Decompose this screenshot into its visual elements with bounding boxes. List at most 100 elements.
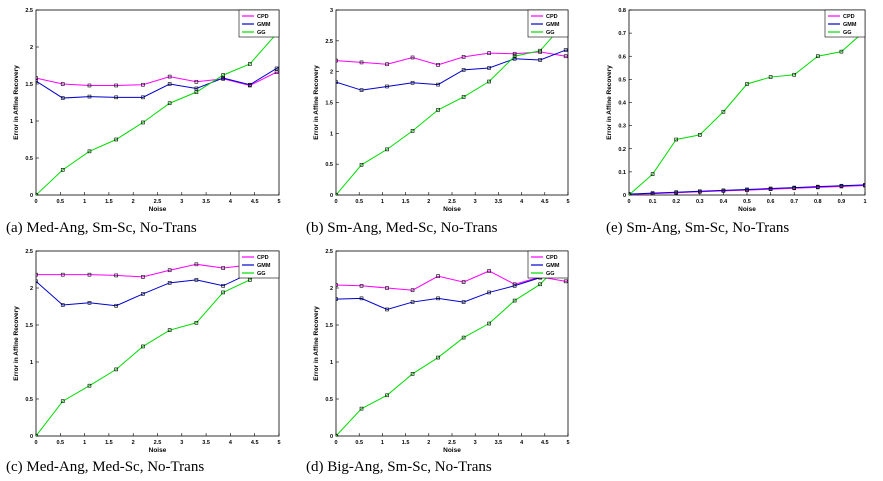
y-tick-label: 1.5: [325, 323, 333, 329]
y-tick-label: 0.5: [325, 162, 333, 168]
data-point: [302, 21, 305, 24]
data-point: [194, 79, 199, 84]
data-point: [87, 383, 92, 388]
data-point: [359, 162, 364, 167]
y-tick-label: 2.5: [325, 39, 333, 45]
data-point: [167, 328, 172, 332]
y-axis-label: Error in Affine Recovery: [313, 306, 320, 381]
legend: CPD GMM GG: [824, 9, 866, 38]
data-point: [461, 55, 466, 59]
data-point: [487, 290, 491, 295]
data-point: [194, 278, 199, 282]
data-point: [512, 51, 517, 56]
data-point: [141, 344, 145, 349]
data-point: [538, 48, 542, 53]
data-point: [194, 90, 199, 94]
y-tick-label: 0: [30, 434, 33, 440]
x-tick-label: 0: [334, 440, 337, 446]
y-tick-label: 2.5: [325, 249, 333, 255]
legend-label-gmm: GMM: [257, 22, 271, 28]
data-point: [60, 303, 65, 307]
y-tick-label: 3: [330, 8, 333, 14]
data-point: [436, 274, 440, 278]
data-point: [302, 264, 305, 267]
data-point: [36, 79, 38, 83]
x-tick-label: 1.5: [105, 199, 113, 205]
data-point: [114, 367, 118, 372]
data-point: [487, 66, 491, 70]
data-point: [487, 321, 491, 326]
x-tick-label: 0.4: [720, 199, 729, 205]
y-tick-label: 0.5: [25, 156, 33, 162]
data-point: [461, 300, 466, 304]
data-point: [436, 82, 440, 87]
data-point: [863, 183, 865, 187]
data-point: [410, 55, 415, 60]
y-tick-label: 2.5: [25, 8, 33, 14]
data-point: [302, 266, 305, 269]
series-gmm: [629, 183, 865, 195]
data-point: [461, 68, 466, 72]
data-point: [60, 96, 65, 100]
x-tick-label: 3: [474, 440, 477, 446]
x-tick-label: 5: [277, 199, 280, 205]
data-point: [512, 54, 517, 59]
legend-label-gg: GG: [257, 30, 266, 36]
data-point: [461, 95, 466, 99]
series-cpd: [336, 50, 568, 67]
data-point: [141, 95, 145, 100]
data-point: [87, 272, 92, 277]
chart-e-plot: 0 0.1 0.2 0.3 0.4 0.5 0.6 0.7 0.8 0.9 1 0 0.1 0.2 0.3 0…: [606, 8, 867, 213]
data-point: [221, 266, 225, 270]
data-point: [461, 280, 466, 284]
y-tick-label: 0: [30, 193, 33, 199]
data-point: [436, 108, 440, 112]
data-point: [721, 109, 726, 114]
data-point: [563, 279, 568, 284]
data-point: [248, 82, 252, 87]
data-point: [512, 56, 517, 61]
data-point: [87, 300, 92, 305]
x-tick-label: 4.5: [251, 440, 259, 446]
data-point: [768, 186, 773, 191]
legend-label-gmm: GMM: [546, 22, 560, 28]
y-tick-label: 2: [30, 45, 33, 51]
data-point: [385, 286, 389, 290]
x-tick-label: 2: [427, 440, 430, 446]
caption-c: (c) Med-Ang, Med-Sc, No-Trans: [6, 459, 205, 475]
series-line-cpd: [36, 71, 279, 87]
data-point: [385, 147, 389, 152]
x-tick-label: 4: [520, 199, 524, 205]
data-point: [60, 272, 65, 277]
series-gmm: [36, 66, 279, 100]
y-tick-label: 2: [330, 70, 333, 76]
series-line-gmm: [336, 49, 568, 91]
data-point: [385, 84, 389, 89]
series-gmm: [336, 48, 568, 92]
x-tick-label: 0.2: [672, 199, 680, 205]
data-point: [512, 283, 517, 288]
data-point: [385, 307, 389, 312]
series-line-gg: [36, 251, 279, 436]
data-point: [745, 82, 749, 86]
data-point: [410, 300, 415, 304]
data-point: [650, 191, 655, 195]
legend: CPD GMM GG: [527, 9, 569, 38]
data-point: [359, 88, 364, 92]
data-point: [60, 399, 65, 404]
data-point: [359, 60, 364, 65]
y-tick-label: 0.4: [618, 101, 627, 107]
legend-label-gmm: GMM: [546, 263, 560, 269]
data-point: [141, 82, 145, 87]
x-axis-label: Noise: [149, 447, 167, 454]
x-tick-label: 3: [180, 199, 183, 205]
data-point: [792, 72, 797, 77]
data-point: [674, 190, 679, 195]
x-tick-label: 3.5: [202, 199, 210, 205]
x-tick-label: 1: [83, 440, 86, 446]
x-tick-label: 3: [180, 440, 183, 446]
x-tick-label: 1: [381, 199, 384, 205]
data-point: [650, 172, 655, 176]
chart-d-plot: 0 0.5 1 1.5 2 2.5 3 3.5 4 4.5 500.511.522.5NoiseEr…: [313, 249, 570, 454]
